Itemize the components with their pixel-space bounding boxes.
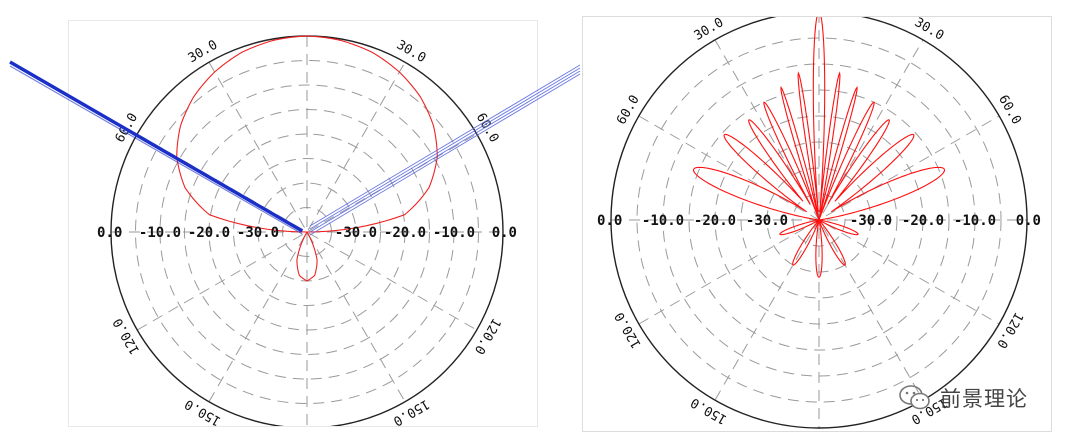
- polar-chart-left: 0.0 0.0 -10.0 -10.0 -20.0 -20.0 -30.0 -30.0 30.0…: [68, 20, 538, 429]
- r-tick-label: -10.0: [433, 225, 475, 241]
- r-tick-label: -10.0: [954, 213, 996, 229]
- angle-label: 60.0: [473, 111, 502, 146]
- r-tick-label: -30.0: [237, 225, 279, 241]
- r-tick-label: 0.0: [492, 225, 517, 241]
- angle-label: 150.0: [182, 396, 223, 426]
- r-tick-label: -30.0: [335, 225, 377, 241]
- grid-ring: [636, 37, 1002, 403]
- polar-chart-right: 0.0 0.0 -10.0 -10.0 -20.0 -20.0 -30.0 -30.0 30.0…: [582, 11, 1052, 432]
- grid-spoke: [208, 62, 406, 402]
- angle-label: 120.0: [612, 309, 645, 350]
- r-tick-label: -20.0: [694, 213, 736, 229]
- r-tick-label: -10.0: [642, 213, 684, 229]
- watermark: 前景理论: [898, 380, 1068, 416]
- angle-label: 60.0: [614, 93, 643, 128]
- angle-label: 120.0: [111, 315, 144, 356]
- angle-label: 120.0: [471, 315, 504, 356]
- angle-label: 30.0: [394, 38, 429, 67]
- r-tick-label: -20.0: [902, 213, 944, 229]
- wechat-icon: [899, 385, 930, 410]
- r-tick-label: 0.0: [97, 225, 122, 241]
- r-tick-label: -20.0: [188, 225, 230, 241]
- r-tick-label: -30.0: [850, 213, 892, 229]
- polar-plot-right: 0.0 0.0 -10.0 -10.0 -20.0 -20.0 -30.0 -30.0 30.0…: [597, 11, 1041, 429]
- angle-label: 30.0: [186, 38, 221, 67]
- r-tick-label: 0.0: [1016, 213, 1041, 229]
- watermark-text: 前景理论: [940, 387, 1028, 411]
- angle-label: 60.0: [995, 93, 1024, 128]
- grid-spoke: [137, 133, 477, 331]
- r-tick-label: -10.0: [139, 225, 181, 241]
- r-tick-label: 0.0: [597, 213, 622, 229]
- r-tick-label: -30.0: [746, 213, 788, 229]
- angle-label: 150.0: [390, 396, 431, 426]
- polar-plot-left: 0.0 0.0 -10.0 -10.0 -20.0 -20.0 -30.0 -30.0 30.0…: [97, 35, 517, 429]
- r-tick-label: -20.0: [384, 225, 426, 241]
- angle-label: 30.0: [912, 17, 947, 44]
- angle-label: 30.0: [692, 17, 727, 44]
- angle-label: 120.0: [993, 309, 1026, 350]
- angle-label: 150.0: [688, 394, 729, 427]
- angle-label: 60.0: [113, 111, 142, 146]
